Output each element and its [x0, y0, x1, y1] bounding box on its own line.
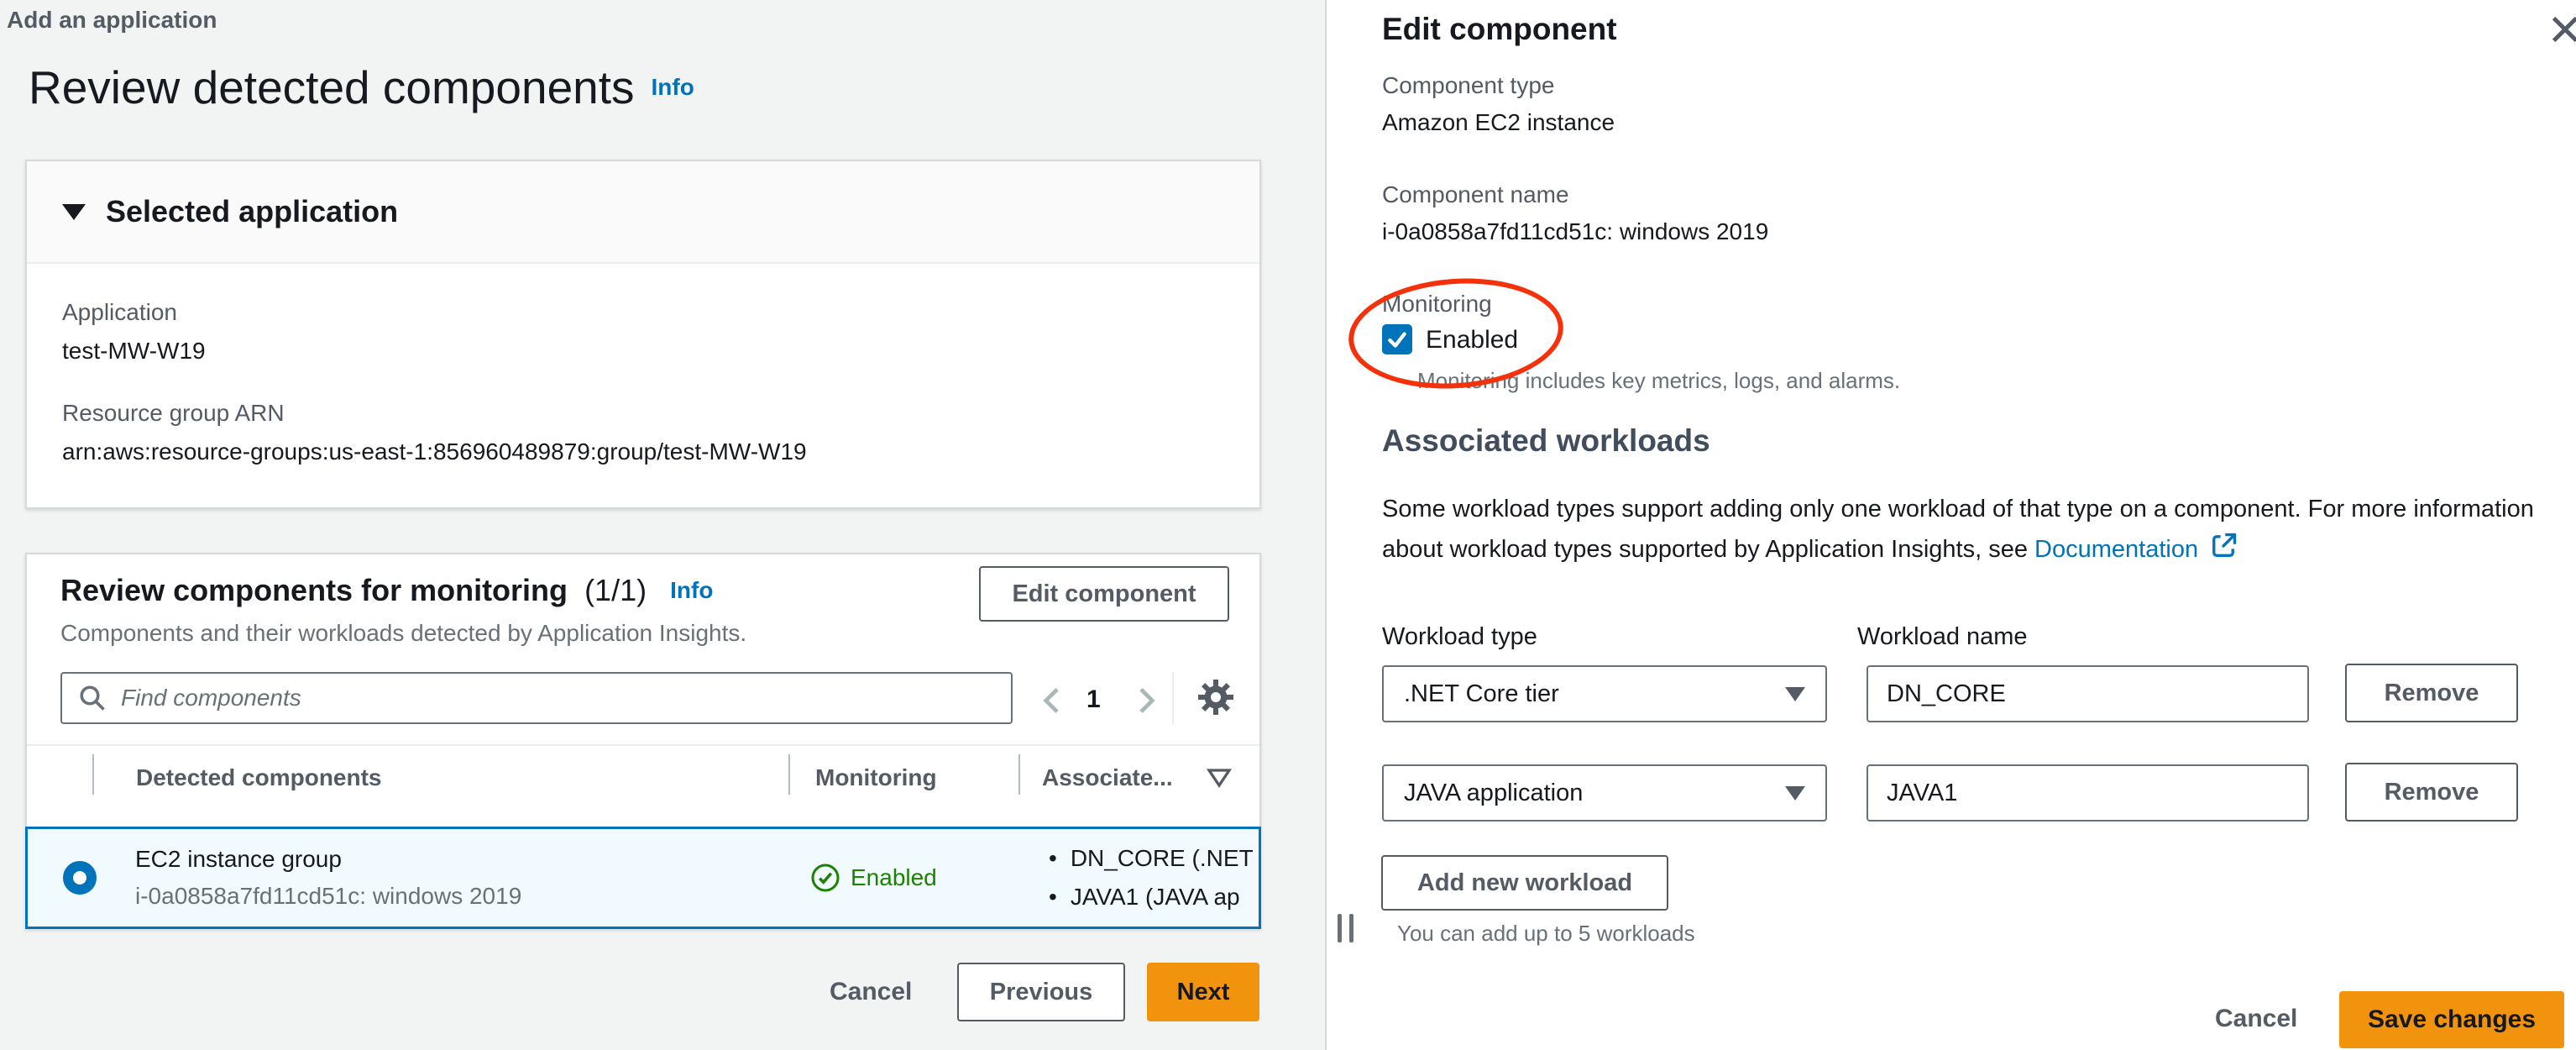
monitoring-checkbox[interactable]	[1382, 324, 1412, 354]
add-new-workload-button[interactable]: Add new workload	[1381, 855, 1668, 911]
component-instance: i-0a0858a7fd11cd51c: windows 2019	[135, 883, 522, 909]
column-header-monitoring[interactable]: Monitoring	[815, 764, 937, 790]
workload-type-label: Workload type	[1382, 623, 1537, 650]
edit-component-button[interactable]: Edit component	[979, 566, 1229, 622]
workload-type-select-2-value: JAVA application	[1404, 779, 1584, 806]
next-button[interactable]: Next	[1147, 963, 1259, 1021]
search-input[interactable]	[121, 685, 996, 711]
table-row[interactable]: EC2 instance group i-0a0858a7fd11cd51c: …	[25, 827, 1261, 929]
remove-workload-button-1[interactable]: Remove	[2345, 664, 2518, 722]
components-info-link[interactable]: Info	[670, 577, 714, 603]
review-components-card: Review components for monitoring (1/1) I…	[25, 553, 1261, 929]
review-components-title: Review components for monitoring (1/1) I…	[60, 573, 713, 608]
toolbar-separator	[1172, 672, 1174, 724]
associated-workloads-description: Some workload types support adding only …	[1382, 489, 2576, 570]
workload-limit-note: You can add up to 5 workloads	[1397, 921, 1695, 946]
main-content: Add an application Review detected compo…	[0, 0, 1325, 1050]
associated-workloads-list: DN_CORE (.NET JAVA1 (JAVA ap	[1049, 839, 1259, 916]
selected-application-header[interactable]: Selected application	[27, 161, 1259, 264]
selected-application-body: Application test-MW-W19 Resource group A…	[27, 264, 1259, 507]
remove-workload-button-2[interactable]: Remove	[2345, 763, 2518, 822]
search-icon	[80, 685, 105, 711]
column-header-detected-components[interactable]: Detected components	[136, 764, 382, 790]
column-header-associated[interactable]: Associate...	[1042, 764, 1173, 790]
radio-selected-icon[interactable]	[63, 861, 97, 895]
sort-icon[interactable]	[1204, 763, 1234, 793]
monitoring-status-badge: Enabled	[810, 863, 937, 893]
dropdown-arrow-icon	[1785, 686, 1805, 701]
previous-button[interactable]: Previous	[957, 963, 1125, 1021]
page-title: Review detected components Info	[29, 60, 694, 114]
drag-handle-icon[interactable]	[1338, 914, 1342, 942]
monitoring-help-text: Monitoring includes key metrics, logs, a…	[1417, 368, 1901, 393]
components-count: (1/1)	[584, 573, 647, 607]
search-box[interactable]	[60, 672, 1013, 724]
resource-group-arn-value: arn:aws:resource-groups:us-east-1:856960…	[62, 438, 807, 465]
selected-application-title: Selected application	[106, 194, 399, 228]
page-title-text: Review detected components	[29, 61, 635, 113]
panel-divider[interactable]	[1325, 0, 1327, 1050]
workload-list-item: DN_CORE (.NET	[1049, 839, 1259, 878]
page-info-link[interactable]: Info	[651, 74, 694, 100]
workloads-description-text: Some workload types support adding only …	[1382, 496, 2534, 563]
workload-type-select-2[interactable]: JAVA application	[1382, 764, 1827, 822]
pagination-next-icon[interactable]	[1128, 684, 1162, 717]
breadcrumb: Add an application	[7, 7, 217, 33]
panel-cancel-link[interactable]: Cancel	[2215, 1005, 2298, 1032]
pagination-page-number[interactable]: 1	[1086, 685, 1101, 713]
gear-icon[interactable]	[1196, 677, 1236, 717]
workload-list-item: JAVA1 (JAVA ap	[1049, 878, 1259, 916]
review-components-description: Components and their workloads detected …	[60, 620, 747, 646]
component-name-value: i-0a0858a7fd11cd51c: windows 2019	[1382, 218, 1769, 244]
workload-type-select-1-value: .NET Core tier	[1404, 680, 1559, 707]
caret-down-icon	[62, 203, 86, 220]
status-enabled-label: Enabled	[851, 864, 937, 890]
component-type-value: Amazon EC2 instance	[1382, 109, 1615, 135]
resource-group-arn-field: Resource group ARN arn:aws:resource-grou…	[62, 400, 1224, 465]
associated-workloads-title: Associated workloads	[1382, 423, 1710, 458]
checkbox-check-icon	[1388, 332, 1406, 348]
workload-type-select-1[interactable]: .NET Core tier	[1382, 665, 1827, 722]
resource-group-arn-label: Resource group ARN	[62, 400, 285, 426]
close-icon[interactable]	[2546, 10, 2576, 49]
header-separator	[1018, 754, 1020, 795]
application-field: Application test-MW-W19	[62, 299, 1224, 365]
documentation-link[interactable]: Documentation	[2034, 536, 2199, 563]
monitoring-checkbox-label[interactable]: Enabled	[1426, 326, 1519, 354]
component-name-label: Component name	[1382, 181, 1569, 207]
drag-handle-icon[interactable]	[1349, 914, 1353, 942]
table-top-divider	[27, 744, 1259, 746]
panel-title: Edit component	[1382, 12, 1617, 46]
selected-application-card: Selected application Application test-MW…	[25, 160, 1261, 509]
dropdown-arrow-icon	[1785, 785, 1805, 801]
monitoring-label: Monitoring	[1382, 291, 1492, 317]
workload-name-label: Workload name	[1857, 623, 2028, 650]
workload-name-input-1[interactable]	[1867, 665, 2309, 722]
component-type-label: Component type	[1382, 72, 1555, 98]
header-separator	[788, 754, 790, 795]
save-changes-button[interactable]: Save changes	[2339, 991, 2564, 1048]
status-enabled-icon	[811, 864, 840, 892]
external-link-icon[interactable]	[2208, 531, 2238, 561]
application-label: Application	[62, 299, 177, 325]
edit-component-panel: Edit component Component type Amazon EC2…	[1327, 0, 2576, 1050]
header-separator	[92, 754, 94, 795]
cancel-link[interactable]: Cancel	[830, 978, 913, 1005]
pagination-previous-icon[interactable]	[1036, 684, 1070, 717]
component-name: EC2 instance group	[135, 846, 342, 872]
workload-name-input-2[interactable]	[1867, 764, 2309, 822]
application-value: test-MW-W19	[62, 338, 206, 364]
review-components-title-text: Review components for monitoring	[60, 573, 568, 607]
